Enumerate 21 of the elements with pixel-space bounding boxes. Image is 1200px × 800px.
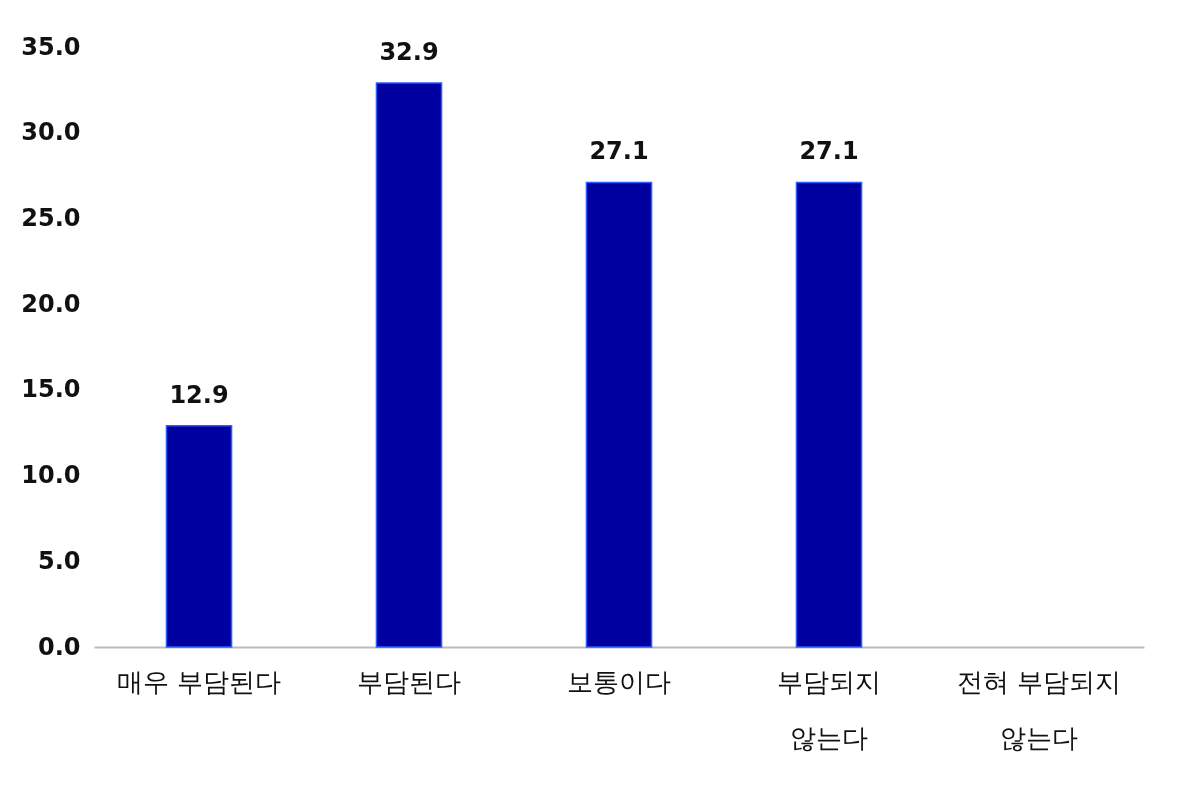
data-label: 12.9	[169, 380, 229, 409]
y-tick-label: 0.0	[37, 632, 81, 661]
x-tick-label: 매우 부담된다	[116, 666, 282, 697]
x-tick-label: 보통이다	[567, 666, 671, 697]
data-label: 27.1	[589, 137, 649, 166]
y-tick-label: 20.0	[21, 289, 81, 318]
bar	[165, 425, 233, 648]
y-tick-label: 25.0	[21, 203, 81, 232]
x-tick-label: 전혀 부담되지 않는다	[956, 666, 1122, 753]
x-tick-label: 부담되지 않는다	[777, 666, 881, 753]
y-tick-label: 35.0	[21, 32, 81, 61]
data-label: 27.1	[799, 137, 859, 166]
data-label: 32.9	[379, 38, 439, 66]
bar	[585, 181, 653, 648]
y-tick-label: 10.0	[21, 461, 81, 490]
bar	[375, 82, 443, 648]
x-tick-label: 부담된다	[357, 666, 461, 697]
bar	[795, 181, 863, 648]
y-tick-label: 30.0	[21, 118, 81, 147]
y-tick-label: 15.0	[21, 375, 81, 404]
y-tick-label: 5.0	[37, 546, 81, 575]
